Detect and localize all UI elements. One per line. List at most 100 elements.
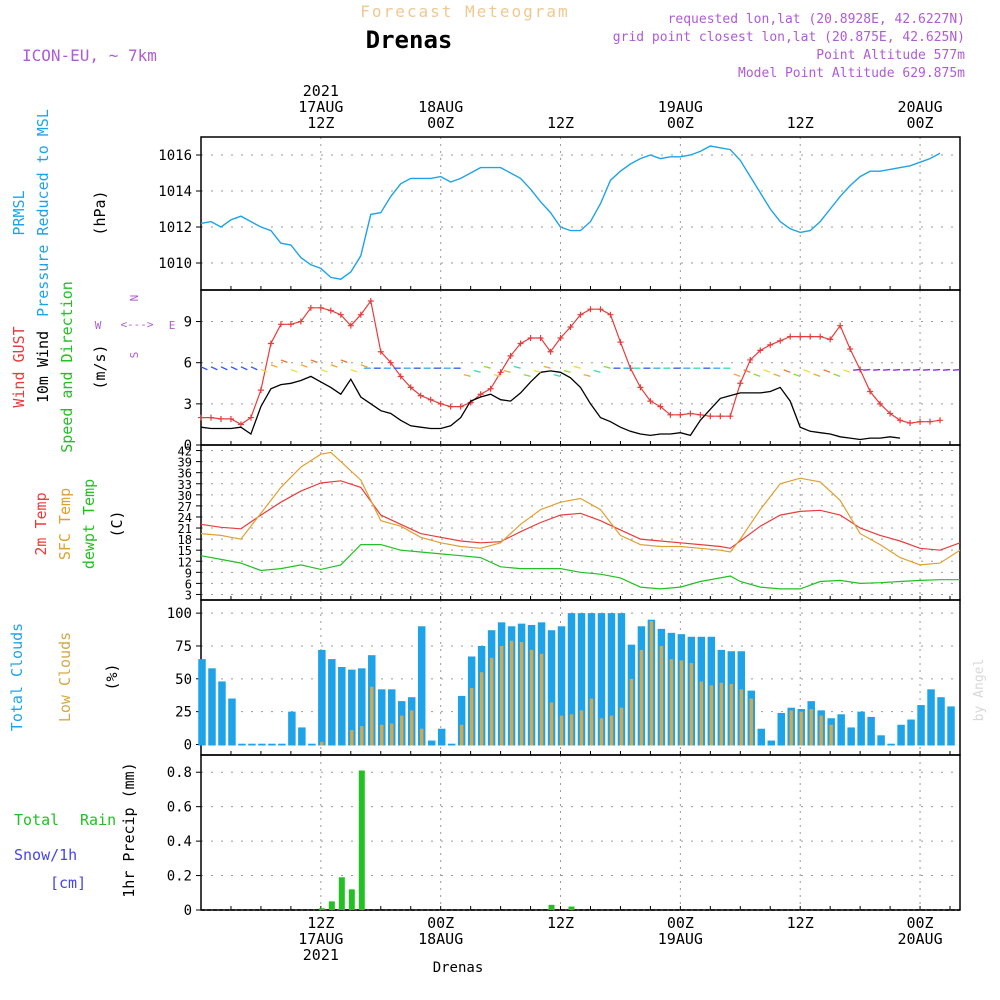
low-cloud-bar xyxy=(739,689,743,746)
panel-frame xyxy=(200,754,961,911)
total-cloud-bar xyxy=(308,743,316,746)
gust-point xyxy=(317,304,324,311)
total-cloud-bar xyxy=(547,630,556,746)
wind-arrow xyxy=(240,366,248,371)
total-cloud-bar xyxy=(348,669,356,746)
wind-arrow xyxy=(473,369,481,373)
total-cloud-bar xyxy=(917,705,925,746)
total-clouds-label: Total Clouds xyxy=(8,623,26,731)
wind-arrow xyxy=(593,369,601,373)
wind-arrow xyxy=(863,368,871,371)
gust-point xyxy=(717,413,724,420)
gust-point xyxy=(437,400,444,407)
low-cloud-bar xyxy=(380,724,384,746)
gust-point xyxy=(887,410,894,417)
total-cloud-bar xyxy=(268,743,276,746)
gust-point xyxy=(377,348,384,355)
gust-point xyxy=(687,410,694,417)
dewpt-series-line xyxy=(200,544,960,590)
low-cloud-bar xyxy=(689,663,694,746)
gridpoint-coords: grid point closest lon,lat (20.875E, 42.… xyxy=(613,30,965,45)
low-cloud-bar xyxy=(410,710,414,746)
gust-point xyxy=(237,421,244,428)
total-cloud-bar xyxy=(757,728,766,746)
low-cloud-bar xyxy=(809,709,813,746)
total-cloud-bar xyxy=(927,689,935,746)
top-time-label: 12Z xyxy=(547,114,574,132)
total-cloud-bar xyxy=(258,743,266,746)
low-cloud-bar xyxy=(459,724,464,746)
gust-point xyxy=(357,311,364,318)
low-cloud-bar xyxy=(629,678,634,746)
low-cloud-bar xyxy=(539,653,544,746)
requested-coords: requested lon,lat (20.8928E, 42.6227N) xyxy=(668,12,965,27)
precip-unit-label: 1hr Precip (mm) xyxy=(120,762,138,897)
gust-point xyxy=(777,337,784,344)
gust-point xyxy=(307,304,314,311)
low-cloud-bar xyxy=(400,715,404,746)
compass-w: W xyxy=(95,319,102,332)
gust-point xyxy=(677,411,684,418)
total-cloud-bar xyxy=(587,613,596,746)
wind-arrow xyxy=(300,364,308,368)
top-time-label: 00Z xyxy=(427,114,454,132)
y-tick-label: 3 xyxy=(185,588,192,602)
point-altitude: Point Altitude 577m xyxy=(816,48,965,63)
low-cloud-bar xyxy=(709,685,714,746)
y-tick-label: 1012 xyxy=(158,220,192,236)
wind-arrow xyxy=(483,365,491,369)
y-tick-label: 1010 xyxy=(158,256,192,272)
wind-arrow xyxy=(270,364,278,368)
low-cloud-bar xyxy=(360,726,364,746)
wind-arrow xyxy=(793,373,801,378)
snow-label: Snow/1h xyxy=(14,846,77,864)
gust-point xyxy=(198,414,204,421)
y-tick-label: 0.4 xyxy=(167,834,192,850)
low-cloud-bar xyxy=(679,660,684,746)
gust-point xyxy=(497,369,504,376)
wind-arrow xyxy=(913,368,921,371)
bottom-time-label: 12Z xyxy=(307,914,334,932)
gust-point xyxy=(697,411,704,418)
low-cloud-bar xyxy=(569,714,574,746)
y-tick-label: 0.2 xyxy=(167,869,192,885)
total-cloud-bar xyxy=(208,668,216,746)
wind-direction-label: Speed and Direction xyxy=(58,281,76,453)
bottom-time-label: 12Z xyxy=(547,914,574,932)
total-cloud-bar xyxy=(218,681,226,746)
gust-point xyxy=(607,311,614,318)
low-clouds-label: Low Clouds xyxy=(56,632,74,722)
gust-point xyxy=(457,403,464,410)
gust-point xyxy=(327,307,334,314)
low-cloud-bar xyxy=(799,711,803,746)
top-time-label: 2021 xyxy=(303,82,339,100)
wind-arrow xyxy=(873,368,881,371)
gust-point xyxy=(737,380,744,387)
wind-arrow xyxy=(513,365,521,369)
bottom-time-label: 00Z xyxy=(907,914,934,932)
gust-point xyxy=(207,414,214,421)
y-tick-label: 100 xyxy=(167,606,192,622)
wind-arrow xyxy=(573,365,581,369)
gust-point xyxy=(907,420,914,427)
y-tick-label: 9 xyxy=(184,315,192,331)
y-tick-label: 39 xyxy=(178,456,192,470)
y-tick-label: 27 xyxy=(178,500,192,514)
total-cloud-bar xyxy=(617,613,626,746)
gust-point xyxy=(877,400,884,407)
gust-point xyxy=(427,396,434,403)
gust-point xyxy=(267,340,274,347)
gust-point xyxy=(547,348,554,355)
low-cloud-bar xyxy=(639,649,644,746)
gust-point xyxy=(707,413,714,420)
gust-point xyxy=(367,297,374,304)
wind-arrow xyxy=(853,368,861,371)
total-cloud-bar xyxy=(278,743,286,746)
watermark: by Angel xyxy=(972,659,987,722)
y-tick-label: 1014 xyxy=(158,184,192,200)
total-cloud-bar xyxy=(447,743,456,746)
pressure-sublabel: Pressure Reduced to MSL xyxy=(34,109,52,317)
wind-arrow xyxy=(340,359,348,363)
compass-s: S xyxy=(128,352,141,359)
total-cloud-bar xyxy=(567,613,576,746)
